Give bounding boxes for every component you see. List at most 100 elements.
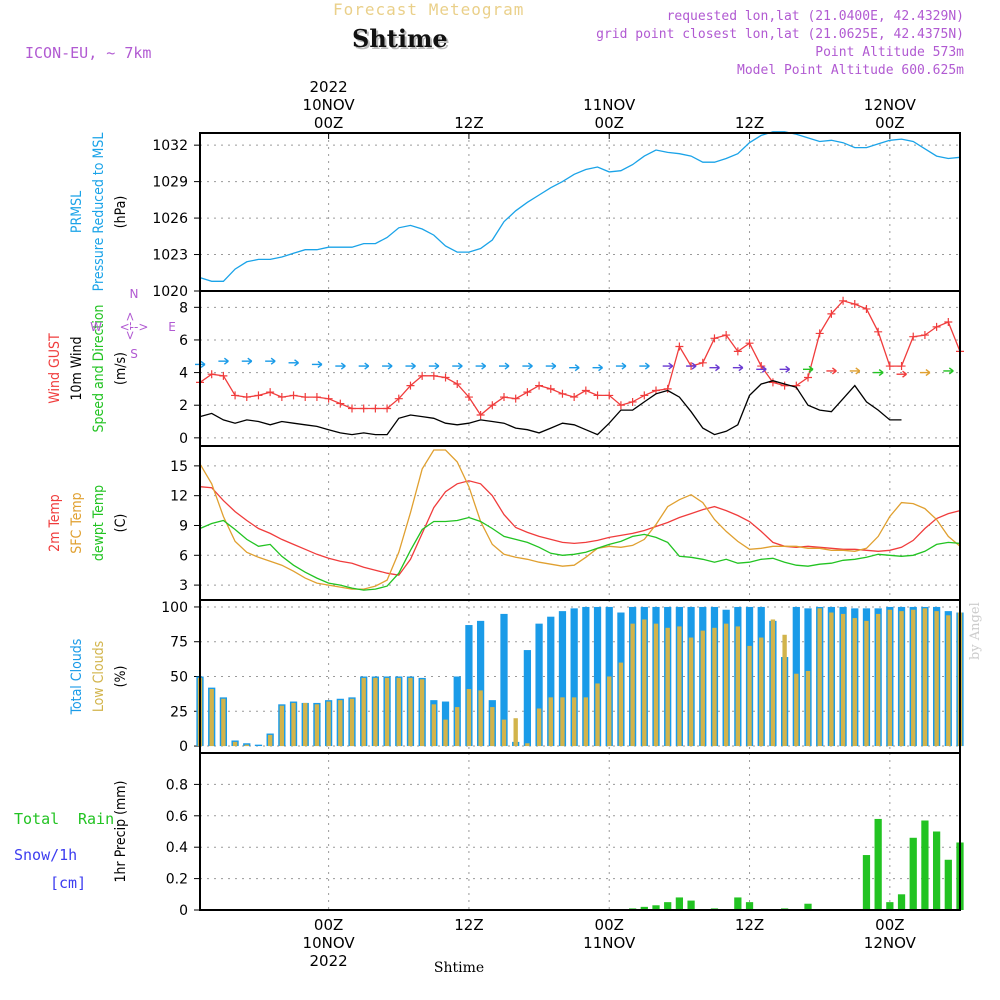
bar-low-clouds [583,697,589,747]
bar-low-clouds [642,619,647,747]
gust-marker [804,373,812,382]
bar-low-clouds [934,611,939,747]
gust-marker [301,393,310,402]
y-tick-label: 2 [179,398,188,414]
bar-total-rain [886,902,894,910]
y-tick-label: 4 [179,366,188,382]
wind-direction-arrow [943,367,954,375]
bar-low-clouds [279,705,285,747]
wind-arrow-head [270,357,276,365]
y-tick-label: 75 [170,635,188,651]
gust-marker [546,384,555,393]
wind-arrow-head [785,365,791,373]
gust-marker [675,342,684,351]
gust-marker [277,393,286,402]
wind-arrow-head [808,365,814,373]
meteogram-title: Forecast Meteogram [333,0,525,19]
bar-low-clouds [571,697,577,747]
wind-direction-arrow [522,362,533,370]
gust-marker [827,309,836,318]
wind-arrow-head [668,362,674,370]
bar-low-clouds [794,673,799,747]
y-tick-label: 0 [179,903,188,919]
bar-low-clouds [759,637,764,747]
bar-low-clouds [946,615,951,747]
gust-marker [710,334,719,343]
gust-marker [476,411,485,419]
bar-low-clouds [455,707,460,747]
y-tick-label: 9 [179,518,188,534]
wind-direction-arrow [849,367,861,375]
bar-total-rain [897,894,906,910]
bar-total-rain [804,903,812,910]
bar-total-clouds [535,623,543,747]
wind-arrow-head [902,370,907,378]
wind-arrow-head [715,364,720,372]
bar-low-clouds [536,708,542,747]
gust-marker [839,296,848,305]
gust-marker [289,391,298,400]
series-2m-temp [199,480,961,576]
bar-low-clouds [373,677,378,747]
wind-arrow-head [855,367,861,375]
bar-low-clouds [817,608,822,747]
bar-total-clouds [465,625,473,747]
wind-arrow-head [738,364,744,372]
bar-total-clouds [582,606,590,747]
gust-marker [663,384,672,393]
wind-arrow-head [644,362,650,370]
bar-low-clouds [911,609,916,747]
bar-low-clouds [349,698,355,747]
bar-low-clouds [431,704,437,747]
bar-low-clouds [513,718,518,747]
bottom-time-label: 12NOV [864,934,917,952]
compass-arrow-we: <--> [120,320,149,334]
bar-total-clouds [500,613,508,747]
gust-marker [511,394,520,403]
wind-direction-arrow [241,357,253,365]
station-name: Shtime [352,24,448,53]
bar-low-clouds [326,701,331,747]
wind-arrow-head [598,364,603,372]
bar-low-clouds [361,677,366,747]
bar-total-clouds [593,606,602,747]
bar-total-clouds [476,620,485,747]
wind-arrow-head [340,362,346,370]
panel-label: Total Clouds [69,639,85,716]
panel-label: 2m Temp [47,494,63,552]
compass-arrow-ns: <--> [123,312,137,341]
y-tick-label: 50 [170,670,188,686]
panel-label: 1hr Precip (mm) [113,781,129,883]
bottom-time-label: 10NOV [303,934,356,952]
wind-arrow-head [200,360,206,368]
bar-total-rain [687,900,695,910]
y-tick-label: 8 [179,300,188,316]
wind-arrow-head [317,360,323,368]
series-prmsl [199,131,961,282]
legend-snow-unit: [cm] [50,874,86,892]
panel-label: SFC Temp [69,492,85,553]
bar-low-clouds [490,707,495,747]
bar-low-clouds [408,677,413,747]
y-tick-label: 12 [170,489,188,505]
wind-direction-arrow [662,362,674,370]
bar-low-clouds [595,683,600,747]
panel-label: Pressure Reduced to MSL [91,133,107,292]
bar-low-clouds [829,612,834,747]
gust-marker [780,381,789,390]
wind-arrow-head [457,362,463,370]
bar-low-clouds [864,620,869,747]
gust-marker [523,388,532,397]
y-tick-label: 15 [170,459,188,475]
bottom-time-label: 2022 [310,952,348,970]
compass-e: E [168,320,176,334]
bar-low-clouds [712,627,717,747]
bar-total-rain [745,902,754,910]
y-tick-label: 1029 [152,175,188,191]
y-tick-label: 100 [161,600,188,616]
y-tick-label: 0 [179,739,188,755]
gust-marker [371,404,380,413]
bar-total-rain [932,831,941,910]
legend-snow: Snow/1h [14,846,77,864]
y-tick-label: 0.4 [166,840,188,856]
